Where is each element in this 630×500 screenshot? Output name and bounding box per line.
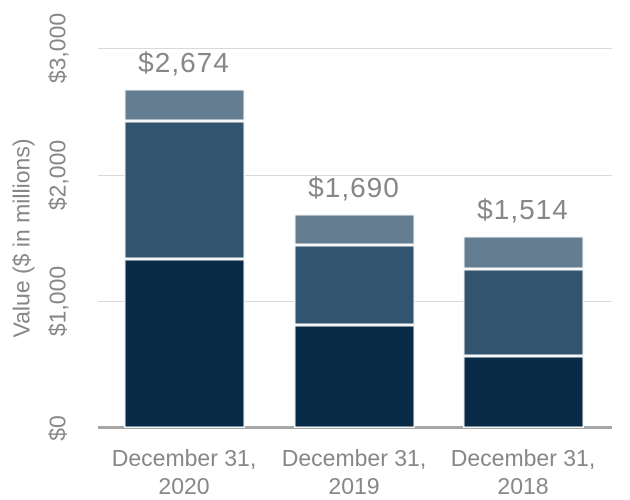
middle-segment: [293, 245, 415, 326]
bar-2020: [123, 89, 245, 428]
bottom-segment: [293, 325, 415, 428]
bar-total-label: $2,674: [138, 47, 230, 79]
category-year-line: 2018: [497, 473, 549, 499]
top-segment: [123, 89, 245, 122]
bar-2019: [293, 213, 415, 428]
gridline: [98, 174, 612, 176]
x-axis-category-label: December 31, 2019: [282, 444, 426, 500]
bottom-segment: [462, 355, 584, 428]
y-tick-label: $3,000: [44, 12, 71, 84]
category-date-line: December 31,: [450, 445, 596, 471]
middle-segment: [123, 121, 245, 260]
category-date-line: December 31,: [111, 445, 257, 471]
x-axis-category-label: December 31, 2020: [112, 444, 256, 500]
bar-total-label: $1,690: [308, 171, 400, 203]
top-segment: [462, 236, 584, 270]
category-date-line: December 31,: [281, 445, 427, 471]
bar-2018: [462, 236, 584, 428]
middle-segment: [462, 269, 584, 356]
y-tick-label: $1,000: [44, 266, 71, 337]
category-year-line: 2020: [158, 473, 210, 499]
top-segment: [293, 213, 415, 246]
x-axis-category-label: December 31, 2018: [451, 444, 595, 500]
y-tick-label: $0: [44, 415, 71, 441]
y-tick-label: $2,000: [44, 139, 71, 210]
bottom-segment: [123, 259, 245, 428]
category-year-line: 2019: [328, 473, 380, 499]
y-axis-title: Value ($ in millions): [8, 138, 35, 338]
gridline: [98, 48, 612, 49]
bar-total-label: $1,514: [477, 194, 569, 226]
